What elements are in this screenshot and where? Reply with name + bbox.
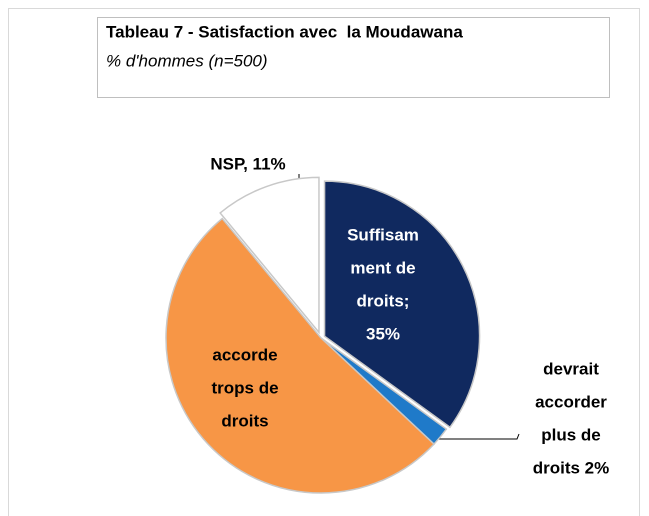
slice-label: ment de <box>350 258 415 277</box>
pie-slice <box>323 180 481 429</box>
slice-label: Suffisam <box>347 225 419 244</box>
slice-label: 35% <box>366 324 400 343</box>
slice-label: trops de <box>211 378 278 397</box>
slice-label: NSP, 11% <box>210 154 285 173</box>
slice-label: droits 2% <box>533 458 610 477</box>
slice-label: accorde <box>212 345 277 364</box>
slice-label: droits <box>221 411 268 430</box>
pie-slice <box>219 176 320 335</box>
chart-title: Tableau 7 - Satisfaction avec la Moudawa… <box>106 22 463 41</box>
leader-line <box>437 433 520 440</box>
chart-border <box>8 8 640 516</box>
pie-slice <box>165 217 436 494</box>
title-box <box>97 17 610 98</box>
chart-subtitle: % d'hommes (n=500) <box>106 51 268 70</box>
slice-label: droits; <box>357 291 410 310</box>
slice-label: accorder <box>535 392 607 411</box>
slice-label: devrait <box>543 359 599 378</box>
slice-label: plus de <box>541 425 601 444</box>
